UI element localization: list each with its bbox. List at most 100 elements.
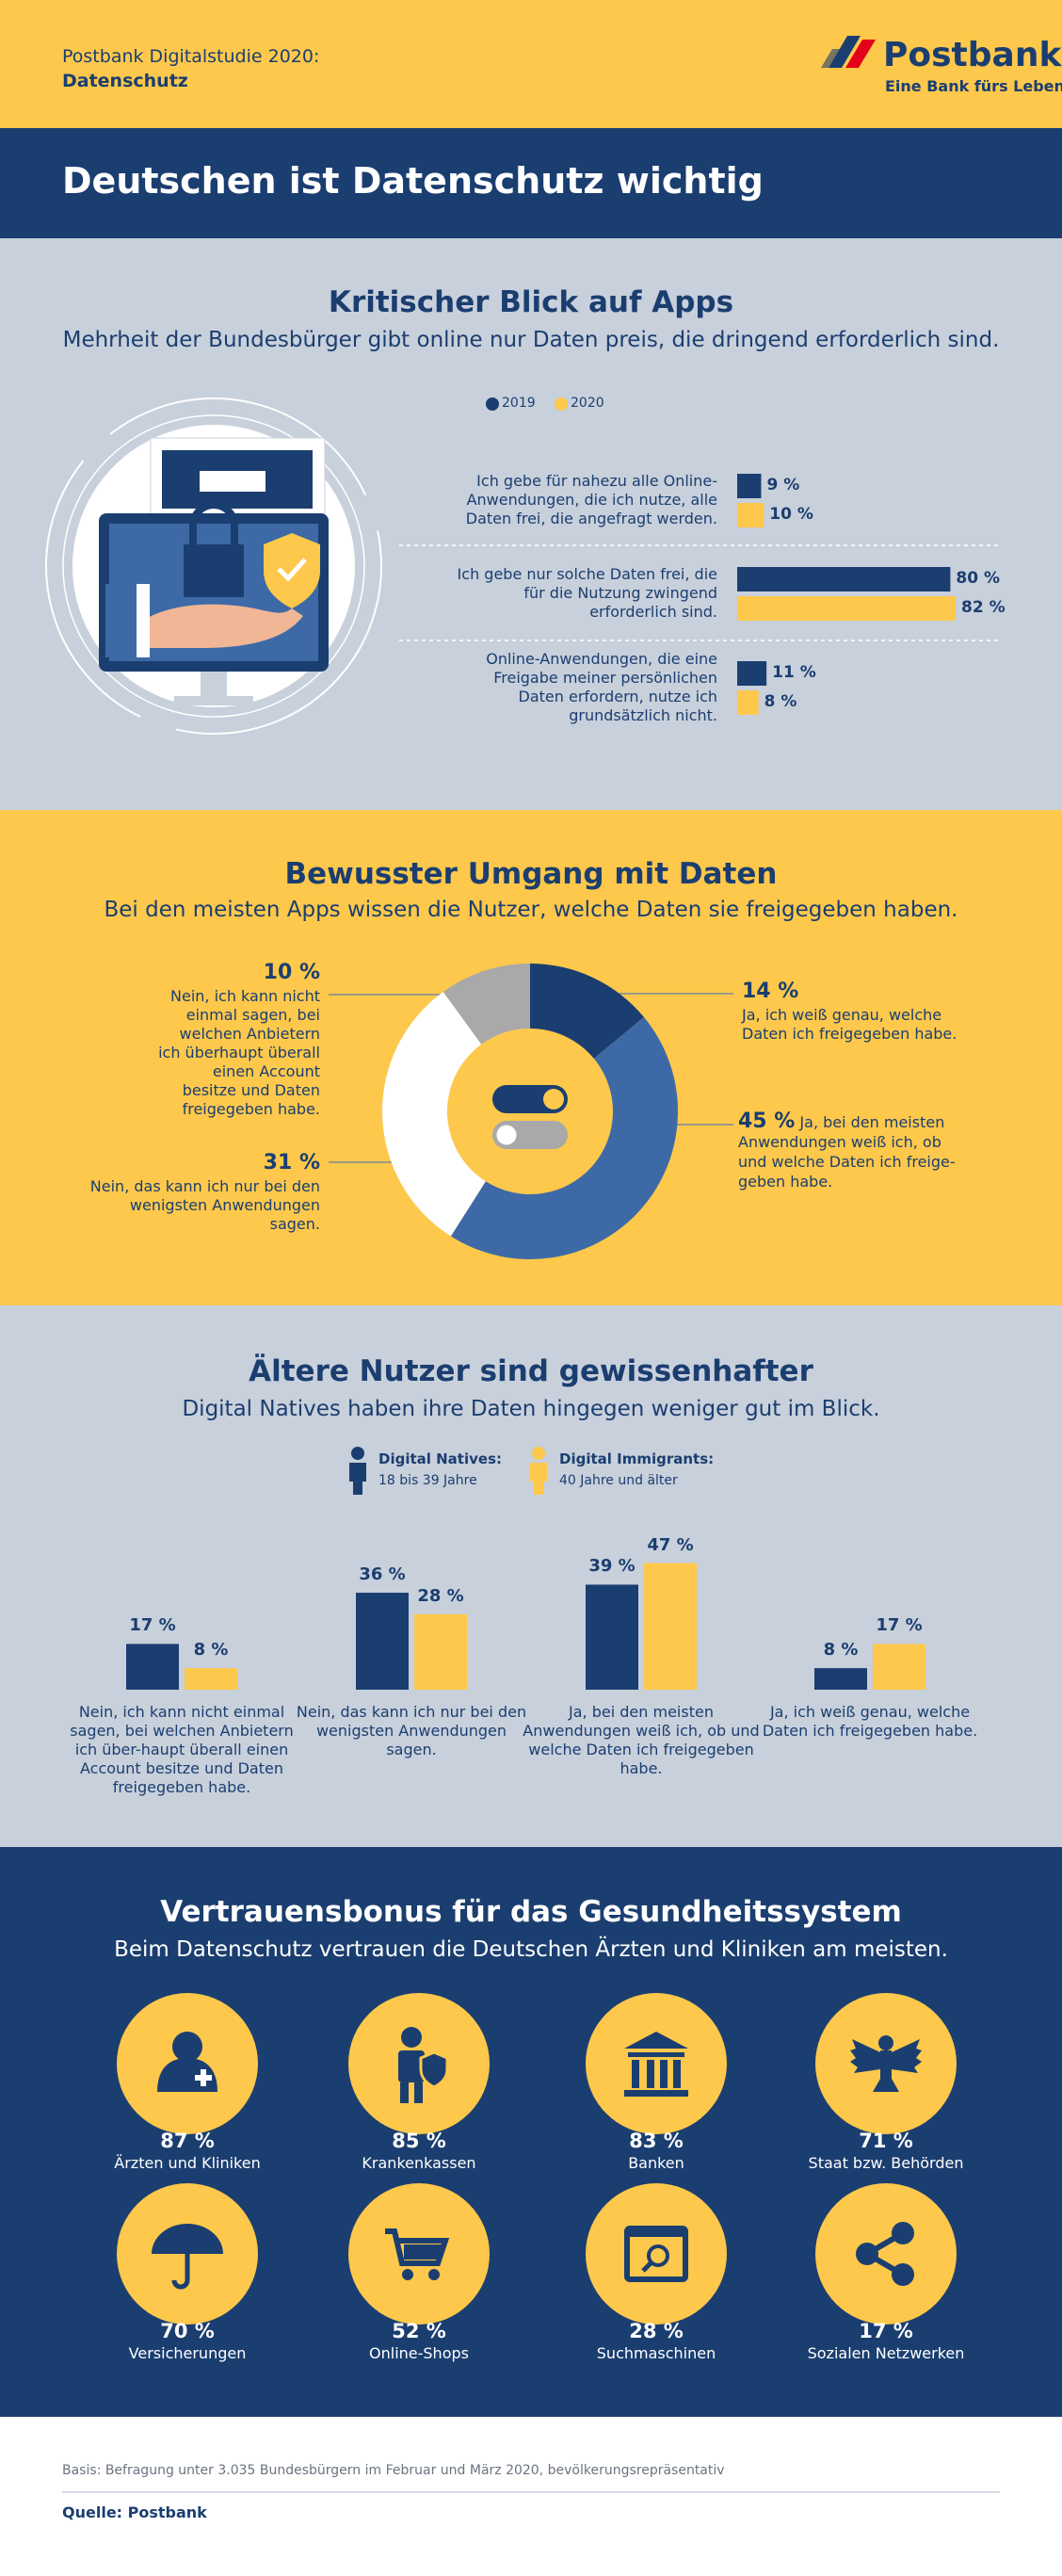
value-label: 10 %	[769, 505, 813, 524]
pie-category-label: Nein, das kann ich nur bei den wenigsten…	[89, 1177, 320, 1233]
legend-label: 2019	[502, 396, 536, 411]
header-title: Postbank Digitalstudie 2020:	[62, 46, 320, 67]
value-label: 17 %	[876, 1615, 923, 1636]
footer-source: Quelle: Postbank	[62, 2503, 207, 2521]
category-label: Ja, ich weiß genau, welche Daten ich fre…	[762, 1703, 978, 1740]
section-age	[0, 1305, 1062, 1847]
pie-label-group: 45 % Ja, bei den meisten Anwendungen wei…	[738, 1111, 960, 1191]
bar	[737, 596, 957, 621]
trust-value: 70 %	[160, 2320, 215, 2342]
legend-marker	[349, 1463, 366, 1495]
category-label: Nein, das kann ich nur bei den wenigsten…	[296, 1703, 527, 1758]
bar	[814, 1668, 867, 1690]
section-subtitle: Mehrheit der Bundesbürger gibt online nu…	[62, 328, 1000, 352]
legend-note: 40 Jahre und älter	[559, 1473, 678, 1488]
bar	[737, 567, 951, 591]
pie-value-label: 10 %	[263, 961, 320, 984]
section-title: Vertrauensbonus für das Gesundheitssyste…	[160, 1895, 902, 1929]
pie-slice	[450, 1016, 678, 1260]
bar	[873, 1644, 925, 1690]
category-label: Ja, bei den meisten Anwendungen weiß ich…	[523, 1703, 760, 1777]
trust-label: Staat bzw. Behörden	[808, 2154, 964, 2172]
trust-label: Online-Shops	[369, 2344, 469, 2362]
bar	[737, 690, 759, 715]
value-label: 9 %	[766, 476, 800, 494]
trust-label: Ärzten und Kliniken	[114, 2154, 261, 2172]
legend-label: Digital Natives:	[378, 1450, 502, 1467]
banner-title: Deutschen ist Datenschutz wichtig	[62, 160, 764, 202]
trust-label: Sozialen Netzwerken	[807, 2344, 965, 2362]
pie-value-label: 14 %	[742, 980, 799, 1003]
value-label: 39 %	[588, 1556, 636, 1577]
trust-value: 28 %	[629, 2320, 684, 2342]
value-label: 8 %	[764, 692, 797, 711]
bar	[644, 1563, 697, 1690]
trust-label: Suchmaschinen	[596, 2344, 716, 2362]
legend-note: 18 bis 39 Jahre	[378, 1473, 477, 1488]
value-label: 36 %	[359, 1564, 406, 1585]
trust-label: Versicherungen	[128, 2344, 247, 2362]
legend-marker	[530, 1463, 547, 1495]
pie-category-label: Nein, ich kann nicht einmal sagen, bei w…	[158, 987, 320, 1118]
pie-category-label: Ja, ich weiß genau, welche Daten ich fre…	[742, 1006, 957, 1043]
bar	[737, 474, 762, 498]
pie-value-label: 45 %	[738, 1110, 796, 1133]
value-label: 82 %	[961, 598, 1006, 617]
bar	[737, 503, 764, 527]
logo-mark	[821, 36, 876, 68]
value-label: 47 %	[647, 1534, 694, 1555]
trust-value: 71 %	[859, 2130, 913, 2152]
legend-marker	[351, 1447, 364, 1460]
logo-name: Postbank	[883, 36, 1062, 74]
legend-marker	[486, 397, 499, 411]
trust-label: Krankenkassen	[362, 2154, 476, 2172]
section-title: Kritischer Blick auf Apps	[328, 285, 734, 319]
value-label: 8 %	[823, 1640, 859, 1661]
banner	[0, 128, 1062, 238]
trust-label: Banken	[628, 2154, 684, 2172]
value-label: 28 %	[417, 1585, 464, 1606]
header	[0, 0, 1062, 128]
legend-label: 2020	[571, 396, 604, 411]
pie-category-label: Ja, bei den meisten Anwendungen weiß ich…	[738, 1113, 956, 1191]
trust-value: 87 %	[160, 2130, 215, 2152]
section-title: Bewusster Umgang mit Daten	[284, 857, 778, 891]
toggle-icon	[492, 1085, 568, 1149]
trust-value: 52 %	[392, 2320, 446, 2342]
value-label: 11 %	[772, 663, 816, 682]
bar	[737, 661, 767, 686]
bar	[126, 1644, 179, 1690]
value-label: 8 %	[193, 1640, 229, 1661]
section-title: Ältere Nutzer sind gewissenhafter	[249, 1354, 813, 1388]
category-label: Ich gebe nur solche Daten frei, die für …	[457, 565, 717, 621]
pie-slice	[530, 964, 644, 1059]
footer-basis: Basis: Befragung unter 3.035 Bundesbürge…	[62, 2463, 725, 2478]
legend-label: Digital Immigrants:	[559, 1450, 715, 1467]
legend-marker	[555, 397, 568, 411]
trust-icons	[117, 1993, 957, 2325]
legend-marker	[532, 1447, 545, 1460]
pie-value-label: 31 %	[263, 1151, 320, 1175]
bar	[356, 1593, 409, 1690]
category-label: Ich gebe für nahezu alle Online-Anwendun…	[465, 472, 717, 527]
bar	[414, 1613, 467, 1690]
bar	[586, 1584, 638, 1690]
bar	[185, 1668, 237, 1690]
apps-illustration	[45, 397, 382, 735]
category-label: Online-Anwendungen, die eine Freigabe me…	[486, 650, 717, 724]
pie-slice	[382, 991, 486, 1237]
pie-slice	[442, 964, 530, 1045]
value-label: 17 %	[129, 1615, 176, 1636]
header-subtitle: Datenschutz	[62, 71, 188, 91]
section-subtitle: Bei den meisten Apps wissen die Nutzer, …	[104, 898, 958, 922]
section-subtitle: Beim Datenschutz vertrauen die Deutschen…	[114, 1937, 948, 1962]
trust-value: 85 %	[392, 2130, 446, 2152]
logo-tagline: Eine Bank fürs Leben.	[885, 77, 1062, 95]
value-label: 80 %	[956, 569, 1000, 588]
trust-value: 17 %	[859, 2320, 913, 2342]
category-label: Nein, ich kann nicht einmal sagen, bei w…	[70, 1703, 294, 1796]
trust-value: 83 %	[629, 2130, 684, 2152]
section-subtitle: Digital Natives haben ihre Daten hingege…	[182, 1397, 880, 1421]
